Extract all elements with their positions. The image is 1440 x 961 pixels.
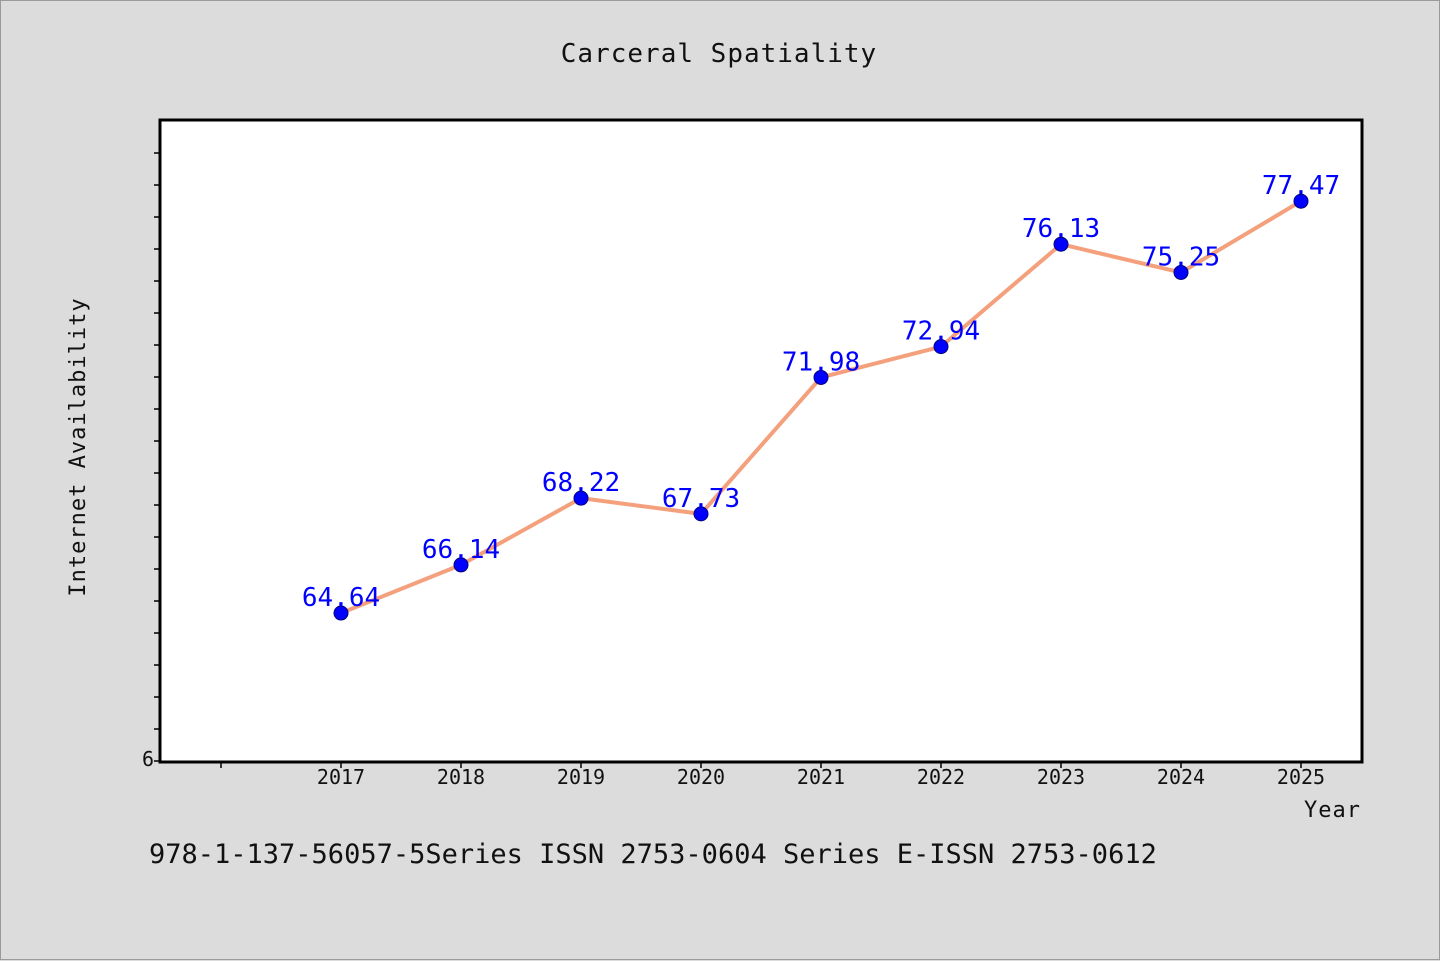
footer-isbn-issn: 978-1-137-56057-5Series ISSN 2753-0604 S… <box>149 839 1157 870</box>
y-axis-label: Internet Availability <box>66 297 91 596</box>
x-tick-label: 2021 <box>797 765 845 789</box>
data-point-marker <box>933 339 949 355</box>
x-tick-label: 2025 <box>1277 765 1325 789</box>
x-tick-label: 2024 <box>1157 765 1205 789</box>
x-tick-label: 2023 <box>1037 765 1085 789</box>
data-label: 67.73 <box>662 484 740 514</box>
x-tick-label: 2020 <box>677 765 725 789</box>
data-point-marker <box>333 605 349 621</box>
data-label: 77.47 <box>1262 171 1340 201</box>
data-point-marker <box>453 557 469 573</box>
chart-title: Carceral Spatiality <box>561 39 877 69</box>
data-label: 76.13 <box>1022 214 1100 244</box>
data-label: 71.98 <box>782 347 860 377</box>
plot-area <box>158 118 1364 764</box>
x-tick-label: 2018 <box>437 765 485 789</box>
data-point-marker <box>1293 193 1309 209</box>
y-tick-label: 6 <box>142 747 154 771</box>
x-tick-label: 2017 <box>317 765 365 789</box>
data-point-marker <box>693 506 709 522</box>
data-label: 68.22 <box>542 468 620 498</box>
x-tick-label: 2019 <box>557 765 605 789</box>
data-point-marker <box>1053 236 1069 252</box>
data-label: 75.25 <box>1142 242 1220 272</box>
x-tick-label: 2022 <box>917 765 965 789</box>
data-point-marker <box>1173 264 1189 280</box>
x-axis-label: Year <box>1304 798 1361 823</box>
data-label: 72.94 <box>902 317 980 347</box>
x-axis-ticks: 2017 2018 2019 2020 2021 2022 2023 2024 2025 <box>220 762 1325 789</box>
data-point-marker <box>573 490 589 506</box>
data-point-marker <box>813 369 829 385</box>
data-label: 64.64 <box>302 583 380 613</box>
data-label: 66.14 <box>422 535 500 565</box>
y-axis-ticks <box>154 152 160 762</box>
data-series: 64.64 66.14 68.22 67.73 71.98 72.94 76.13 75.25… <box>302 171 1340 621</box>
